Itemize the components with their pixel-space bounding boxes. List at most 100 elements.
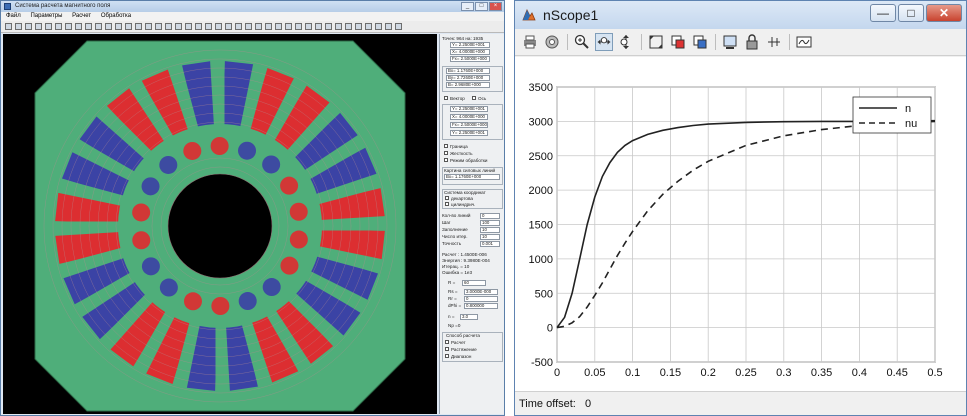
restore-axes-icon[interactable] bbox=[691, 33, 709, 51]
toolbar-tool-button[interactable] bbox=[185, 23, 192, 30]
axis-checkbox[interactable] bbox=[472, 96, 476, 100]
induction-field[interactable]: Bx= 1.1760E+000 bbox=[446, 68, 490, 74]
toolbar-tool-button[interactable] bbox=[15, 23, 22, 30]
parameters-icon[interactable] bbox=[543, 33, 561, 51]
toolbar-tool-button[interactable] bbox=[305, 23, 312, 30]
toolbar-tool-button[interactable] bbox=[135, 23, 142, 30]
toolbar-tool-button[interactable] bbox=[275, 23, 282, 30]
lock-icon[interactable] bbox=[743, 33, 761, 51]
toolbar-tool-button[interactable] bbox=[235, 23, 242, 30]
scope-close-button[interactable]: ✕ bbox=[926, 4, 962, 22]
vector-checkbox[interactable] bbox=[444, 96, 448, 100]
toolbar-tool-button[interactable] bbox=[75, 23, 82, 30]
menu-processing[interactable]: Обработка bbox=[100, 13, 132, 19]
toolbar-tool-button[interactable] bbox=[325, 23, 332, 30]
menu-calc[interactable]: Расчет bbox=[72, 13, 92, 19]
left-maximize-button[interactable]: □ bbox=[475, 2, 488, 11]
toolbar-tool-button[interactable] bbox=[395, 23, 402, 30]
geometry-param-field[interactable]: 0 bbox=[464, 296, 498, 302]
coord-radio-cylindrical[interactable] bbox=[445, 202, 449, 206]
force-field[interactable]: Y= 2.2500E+001 bbox=[450, 130, 488, 136]
force-field[interactable]: Y= 2.2500E+001 bbox=[450, 106, 488, 112]
toolbar-tool-button[interactable] bbox=[85, 23, 92, 30]
toolbar-tool-button[interactable] bbox=[45, 23, 52, 30]
calc-method-radio[interactable] bbox=[445, 340, 449, 344]
toolbar-tool-button[interactable] bbox=[155, 23, 162, 30]
menu-file[interactable]: Файл bbox=[6, 13, 21, 19]
calc-param-label: Шаг bbox=[442, 220, 451, 225]
coordinate-field[interactable]: Y= 2.2500E+001 bbox=[450, 42, 490, 48]
toolbar-tool-button[interactable] bbox=[25, 23, 32, 30]
coordinate-field[interactable]: X= 4.0000E+000 bbox=[450, 49, 490, 55]
force-field[interactable]: X= 4.0000E+000 bbox=[450, 114, 488, 120]
coord-radio-cartesian[interactable] bbox=[445, 196, 449, 200]
calc-method-radio[interactable] bbox=[445, 354, 449, 358]
toolbar-tool-button[interactable] bbox=[145, 23, 152, 30]
scope-minimize-button[interactable]: — bbox=[870, 4, 896, 22]
calc-param-field[interactable]: 0 bbox=[480, 213, 500, 219]
left-close-button[interactable]: × bbox=[489, 2, 502, 11]
toolbar-tool-button[interactable] bbox=[335, 23, 342, 30]
toolbar-tool-button[interactable] bbox=[225, 23, 232, 30]
force-field[interactable]: Fx= 2.5000E+000 bbox=[450, 122, 488, 128]
n-field[interactable]: 3.0 bbox=[460, 314, 478, 320]
mode-checkbox[interactable] bbox=[444, 151, 448, 155]
field-canvas[interactable] bbox=[3, 34, 437, 414]
toolbar-tool-button[interactable] bbox=[315, 23, 322, 30]
calc-param-field[interactable]: 10 bbox=[480, 234, 500, 240]
left-title-bar: Система расчета магнитного поля _ □ × bbox=[1, 1, 504, 12]
print-icon[interactable] bbox=[521, 33, 539, 51]
legend-icon[interactable] bbox=[795, 33, 813, 51]
toolbar-tool-button[interactable] bbox=[205, 23, 212, 30]
motor-cross-section bbox=[34, 40, 406, 412]
rotor-coil bbox=[132, 203, 151, 222]
toolbar-tool-button[interactable] bbox=[5, 23, 12, 30]
calc-param-field[interactable]: 100 bbox=[480, 220, 500, 226]
toolbar-tool-button[interactable] bbox=[35, 23, 42, 30]
mode-checkbox[interactable] bbox=[444, 158, 448, 162]
floating-scope-icon[interactable] bbox=[721, 33, 739, 51]
toolbar-tool-button[interactable] bbox=[125, 23, 132, 30]
toolbar-tool-button[interactable] bbox=[345, 23, 352, 30]
calc-param-field[interactable]: 10 bbox=[480, 227, 500, 233]
toolbar-tool-button[interactable] bbox=[265, 23, 272, 30]
coordinate-field[interactable]: Fx= 2.5000E+000 bbox=[450, 56, 490, 62]
toolbar-tool-button[interactable] bbox=[165, 23, 172, 30]
toolbar-tool-button[interactable] bbox=[55, 23, 62, 30]
zoom-icon[interactable] bbox=[573, 33, 591, 51]
induction-field[interactable]: B= 2.9680E+000 bbox=[446, 82, 490, 88]
toolbar-tool-button[interactable] bbox=[195, 23, 202, 30]
toolbar-tool-button[interactable] bbox=[295, 23, 302, 30]
toolbar-tool-button[interactable] bbox=[255, 23, 262, 30]
toolbar-tool-button[interactable] bbox=[285, 23, 292, 30]
zoom-x-icon[interactable] bbox=[595, 33, 613, 51]
signal-selection-icon[interactable] bbox=[765, 33, 783, 51]
toolbar-tool-button[interactable] bbox=[375, 23, 382, 30]
autoscale-icon[interactable] bbox=[647, 33, 665, 51]
toolbar-tool-button[interactable] bbox=[215, 23, 222, 30]
toolbar-tool-button[interactable] bbox=[115, 23, 122, 30]
toolbar-tool-button[interactable] bbox=[365, 23, 372, 30]
induction-field[interactable]: By= 2.7260E+000 bbox=[446, 75, 490, 81]
geometry-param-field[interactable]: 3.0000E-000 bbox=[464, 289, 498, 295]
toolbar-tool-button[interactable] bbox=[105, 23, 112, 30]
toolbar-tool-button[interactable] bbox=[65, 23, 72, 30]
zoom-y-icon[interactable] bbox=[617, 33, 635, 51]
mode-checkbox[interactable] bbox=[444, 144, 448, 148]
save-axes-icon[interactable] bbox=[669, 33, 687, 51]
scope-title-bar: nScope1 — □ ✕ bbox=[515, 1, 966, 29]
field-line bbox=[79, 85, 361, 367]
toolbar-tool-button[interactable] bbox=[175, 23, 182, 30]
toolbar-tool-button[interactable] bbox=[95, 23, 102, 30]
left-minimize-button[interactable]: _ bbox=[461, 2, 474, 11]
r-field[interactable]: 60 bbox=[462, 280, 486, 286]
calc-method-radio[interactable] bbox=[445, 347, 449, 351]
field-lines-field[interactable]: Bx= 1.1760E+000 bbox=[444, 174, 500, 180]
scope-maximize-button[interactable]: □ bbox=[898, 4, 924, 22]
menu-parameters[interactable]: Параметры bbox=[30, 13, 63, 19]
toolbar-tool-button[interactable] bbox=[385, 23, 392, 30]
toolbar-tool-button[interactable] bbox=[355, 23, 362, 30]
calc-param-field[interactable]: 0.001 bbox=[480, 241, 500, 247]
toolbar-tool-button[interactable] bbox=[245, 23, 252, 30]
geometry-param-field[interactable]: 0.800000 bbox=[464, 303, 498, 309]
